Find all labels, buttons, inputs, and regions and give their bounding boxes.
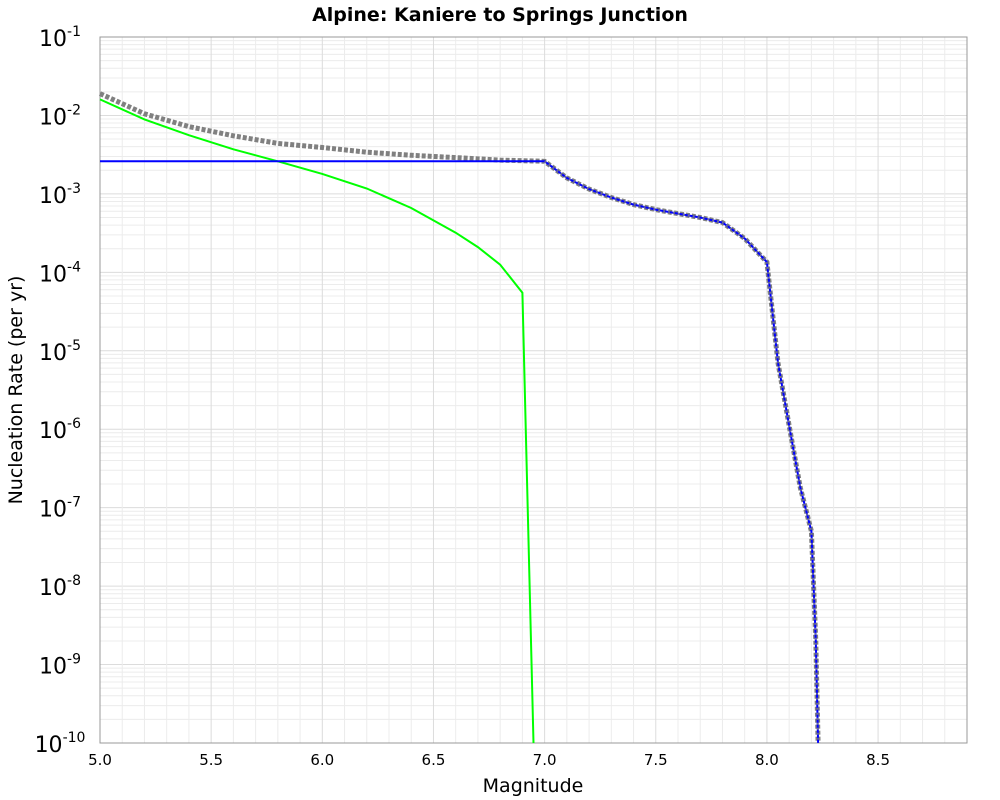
x-tick-label: 6.5 bbox=[422, 751, 446, 769]
x-tick-label: 5.5 bbox=[199, 751, 223, 769]
x-axis-label: Magnitude bbox=[483, 775, 584, 797]
x-tick-label: 6.0 bbox=[310, 751, 334, 769]
x-tick-label: 5.0 bbox=[88, 751, 112, 769]
x-tick-label: 8.0 bbox=[755, 751, 779, 769]
x-tick-label: 8.5 bbox=[866, 751, 890, 769]
x-tick-label: 7.0 bbox=[533, 751, 557, 769]
y-tick-label: 10-2 bbox=[39, 102, 81, 130]
y-tick-label: 10-3 bbox=[39, 181, 81, 209]
x-tick-label: 7.5 bbox=[644, 751, 668, 769]
grid bbox=[99, 37, 968, 744]
chart-title: Alpine: Kaniere to Springs Junction bbox=[312, 4, 688, 26]
y-tick-label: 10-9 bbox=[39, 652, 81, 680]
y-tick-label: 10-6 bbox=[39, 416, 81, 444]
y-tick-label: 10-5 bbox=[39, 338, 81, 366]
x-tick-labels: 5.0 5.5 6.0 6.5 7.0 7.5 8.0 8.5 bbox=[88, 751, 890, 769]
series-overlay-gray-total bbox=[544, 160, 819, 744]
y-tick-label: 10-1 bbox=[39, 24, 81, 52]
series-line-green bbox=[99, 98, 535, 744]
y-tick-labels: 10-1 10-2 10-3 10-4 10-5 10-6 10-7 10-8 10-9 10-1… bbox=[35, 24, 86, 758]
y-tick-label: 10-7 bbox=[39, 495, 81, 523]
series-line-gray-total bbox=[98, 91, 821, 744]
plot-area-border bbox=[99, 36, 968, 744]
y-tick-label: 10-8 bbox=[39, 573, 81, 601]
y-tick-label: 10-10 bbox=[35, 730, 86, 758]
y-tick-label: 10-4 bbox=[39, 259, 81, 287]
y-axis-label: Nucleation Rate (per yr) bbox=[5, 276, 27, 505]
series-layer bbox=[98, 91, 821, 744]
